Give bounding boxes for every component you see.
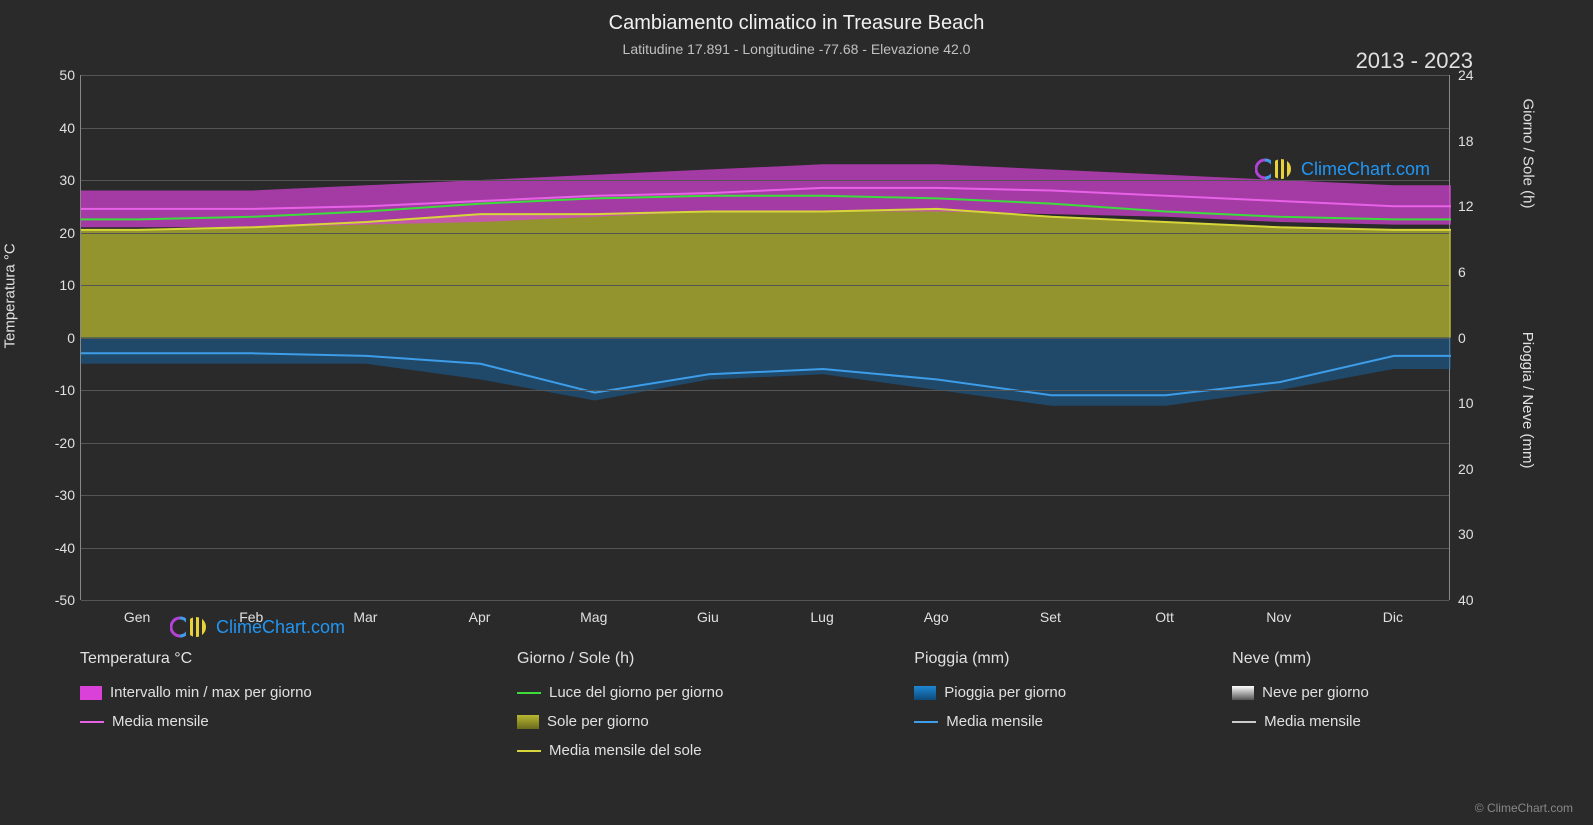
legend-title: Temperatura °C [80,650,497,668]
legend-item: Sole per giorno [517,713,894,730]
watermark-text: ClimeChart.com [1301,159,1430,180]
ytick-right-hours: 18 [1458,133,1474,149]
ytick-right-hours: 12 [1458,198,1474,214]
gridline [81,338,1449,339]
climechart-logo-icon [1255,157,1295,181]
xtick-month: Giu [697,609,719,625]
legend-swatch [517,692,541,694]
xtick-month: Lug [810,609,833,625]
ytick-left: -30 [55,487,75,503]
xtick-month: Set [1040,609,1061,625]
legend-swatch [517,715,539,729]
gridline [81,548,1449,549]
xtick-month: Ago [924,609,949,625]
legend-label: Neve per giorno [1262,684,1369,701]
ytick-right-mm: 20 [1458,461,1474,477]
xtick-month: Gen [124,609,150,625]
gridline [81,180,1449,181]
chart-subtitle: Latitudine 17.891 - Longitudine -77.68 -… [0,35,1593,57]
y-axis-left: -50-40-30-20-1001020304050 [40,75,80,600]
ytick-left: 50 [59,67,75,83]
watermark-text: ClimeChart.com [216,617,345,638]
legend-swatch [80,721,104,723]
year-range-label: 2013 - 2023 [1356,48,1473,74]
legend-label: Media mensile [112,713,209,730]
ytick-left: 30 [59,172,75,188]
ytick-left: 10 [59,277,75,293]
legend-item: Pioggia per giorno [914,684,1212,701]
ytick-left: -40 [55,540,75,556]
legend-swatch [914,721,938,723]
ytick-right-hours: 24 [1458,67,1474,83]
gridline [81,390,1449,391]
ytick-right-hours: 6 [1458,264,1466,280]
legend-label: Media mensile [1264,713,1361,730]
y-axis-left-label: Temperatura °C [2,243,19,348]
y-axis-right-top-label: Giorno / Sole (h) [1520,98,1537,208]
legend-swatch [1232,686,1254,700]
climechart-logo-icon [170,615,210,639]
gridline [81,128,1449,129]
y-axis-right: 0612182410203040 [1453,75,1493,600]
legend-label: Luce del giorno per giorno [549,684,723,701]
gridline [81,495,1449,496]
ytick-right-mm: 30 [1458,526,1474,542]
xtick-month: Mar [353,609,377,625]
legend-column: Pioggia (mm) Pioggia per giorno Media mens… [914,650,1212,759]
legend-item: Intervallo min / max per giorno [80,684,497,701]
legend-swatch [914,686,936,700]
ytick-right-hours: 0 [1458,330,1466,346]
legend-title: Pioggia (mm) [914,650,1212,668]
legend-item: Luce del giorno per giorno [517,684,894,701]
gridline [81,75,1449,76]
ytick-left: -20 [55,435,75,451]
watermark: ClimeChart.com [1255,157,1430,181]
legend: Temperatura °C Intervallo min / max per g… [80,650,1530,759]
ytick-left: 20 [59,225,75,241]
ytick-left: 40 [59,120,75,136]
ytick-right-mm: 10 [1458,395,1474,411]
gridline [81,285,1449,286]
xtick-month: Ott [1155,609,1174,625]
legend-swatch [80,686,102,700]
gridline [81,600,1449,601]
ytick-left: 0 [67,330,75,346]
copyright-label: © ClimeChart.com [1475,801,1573,815]
legend-label: Sole per giorno [547,713,649,730]
gridline [81,443,1449,444]
legend-item: Media mensile [80,713,497,730]
ytick-left: -10 [55,382,75,398]
legend-item: Neve per giorno [1232,684,1530,701]
legend-item: Media mensile [1232,713,1530,730]
legend-title: Neve (mm) [1232,650,1530,668]
legend-swatch [1232,721,1256,723]
legend-swatch [517,750,541,752]
ytick-left: -50 [55,592,75,608]
sun-fill [81,209,1451,338]
legend-label: Pioggia per giorno [944,684,1066,701]
watermark: ClimeChart.com [170,615,345,639]
climate-chart: Cambiamento climatico in Treasure Beach … [0,0,1593,825]
xtick-month: Mag [580,609,607,625]
y-axis-right-bottom-label: Pioggia / Neve (mm) [1520,332,1537,469]
legend-item: Media mensile [914,713,1212,730]
legend-item: Media mensile del sole [517,742,894,759]
legend-column: Neve (mm) Neve per giorno Media mensile [1232,650,1530,759]
legend-column: Temperatura °C Intervallo min / max per g… [80,650,497,759]
legend-column: Giorno / Sole (h) Luce del giorno per gio… [517,650,894,759]
chart-title: Cambiamento climatico in Treasure Beach [0,0,1593,35]
legend-title: Giorno / Sole (h) [517,650,894,668]
xtick-month: Nov [1266,609,1291,625]
gridline [81,233,1449,234]
xtick-month: Dic [1383,609,1403,625]
xtick-month: Apr [469,609,491,625]
plot-area [80,75,1450,600]
legend-label: Intervallo min / max per giorno [110,684,312,701]
ytick-right-mm: 40 [1458,592,1474,608]
legend-label: Media mensile del sole [549,742,702,759]
legend-label: Media mensile [946,713,1043,730]
